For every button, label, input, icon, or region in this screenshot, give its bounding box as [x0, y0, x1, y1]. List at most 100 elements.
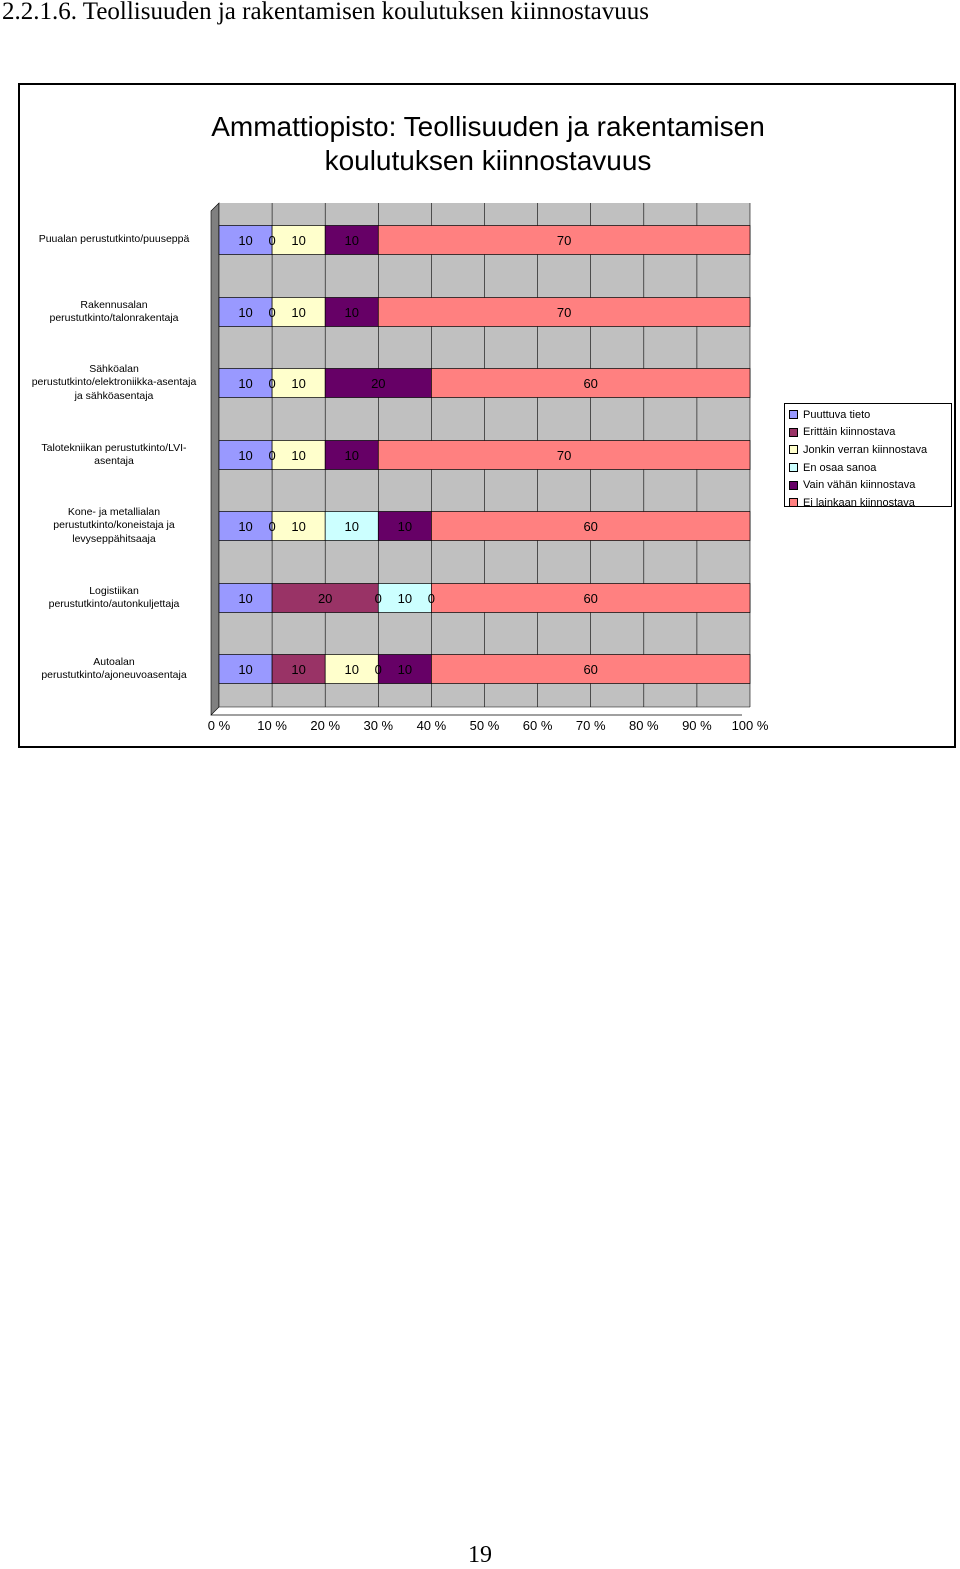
data-label: 70 [557, 305, 571, 320]
data-label: 10 [238, 662, 252, 677]
legend-label: Ei lainkaan kiinnostava [803, 496, 915, 509]
data-label: 20 [371, 376, 385, 391]
category-label-line: perustutkinto/ajoneuvoasentaja [41, 669, 187, 681]
category-label: Rakennusalan perustutkinto/talonrakentaja [16, 299, 212, 326]
legend-label: En osaa sanoa [803, 461, 877, 474]
data-label: 10 [291, 519, 305, 534]
x-tick-label: 0 % [208, 718, 231, 733]
x-tick-label: 30 % [363, 718, 393, 733]
category-label: Talotekniikan perustutkinto/LVI-asentaja [16, 442, 212, 469]
data-label: 0 [268, 448, 275, 463]
bar-segment [377, 583, 432, 613]
category-label-line: ja sähköasentaja [74, 389, 154, 402]
data-label: 0 [428, 591, 435, 606]
data-label: 10 [238, 591, 252, 606]
bar-segment [431, 654, 751, 684]
category-label-line: perustutkinto/koneistaja ja [53, 519, 175, 532]
bar-segment [324, 297, 379, 327]
x-tick-label: 80 % [629, 718, 659, 733]
category-label-line: Kone- ja metallialan [67, 505, 161, 518]
legend-item: Jonkin verran kiinnostava [789, 441, 951, 459]
category-label-line: levyseppähitsaaja [72, 532, 156, 545]
category-label-line: Sähköalan [89, 362, 139, 375]
x-tick-label: 70 % [576, 718, 606, 733]
bar-segment [324, 225, 379, 255]
x-tick-label: 50 % [470, 718, 500, 733]
x-tick-label: 60 % [523, 718, 553, 733]
legend-swatch [789, 463, 798, 473]
bar-segment [324, 511, 379, 541]
data-label: 10 [238, 305, 252, 320]
legend-item: Puuttuva tieto [789, 406, 951, 424]
data-label: 10 [345, 448, 359, 463]
bar-segment [377, 654, 432, 684]
legend-label: Erittäin kiinnostava [803, 426, 896, 439]
section-heading: 2.2.1.6. Teollisuuden ja rakentamisen ko… [2, 0, 650, 25]
x-tick-label: 40 % [417, 718, 447, 733]
category-label: Puualan perustutkinto/puuseppä [16, 233, 212, 247]
legend-swatch [789, 410, 798, 420]
data-label: 0 [268, 376, 275, 391]
data-label: 60 [583, 591, 597, 606]
data-label: 0 [268, 233, 275, 248]
legend-swatch [789, 427, 798, 437]
chart-title-line-2: koulutuksen kiinnostavuus [324, 145, 652, 176]
plot-side-wall [210, 202, 220, 716]
chart-title: Ammattiopisto: Teollisuuden ja rakentami… [150, 110, 826, 178]
legend-swatch [789, 498, 798, 508]
data-label: 10 [238, 376, 252, 391]
chart-legend: Puuttuva tieto Erittäin kiinnostava Jonkin… [784, 403, 952, 509]
data-label: 10 [398, 591, 412, 606]
data-label: 10 [398, 662, 412, 677]
data-label: 10 [291, 448, 305, 463]
data-label: 10 [291, 233, 305, 248]
data-label: 70 [557, 233, 571, 248]
legend-label: Vain vähän kiinnostava [803, 479, 916, 492]
x-tick-label: 90 % [682, 718, 712, 733]
bar-segment [377, 440, 751, 470]
legend-item: En osaa sanoa [789, 459, 951, 477]
x-tick-label: 20 % [310, 718, 340, 733]
legend-item: Vain vähän kiinnostava [789, 476, 951, 494]
data-label: 0 [375, 591, 382, 606]
legend-swatch [789, 445, 798, 455]
legend-item: Erittäin kiinnostava [789, 424, 951, 442]
bar-segment [377, 225, 751, 255]
category-label-line: Puualan perustutkinto/puuseppä [38, 233, 190, 246]
data-label: 10 [291, 376, 305, 391]
bar-segment [271, 368, 326, 398]
legend-swatch [789, 480, 798, 490]
bar-segment [431, 511, 751, 541]
category-label-line: perustutkinto/elektroniikka-asentaja [31, 376, 197, 389]
chart-title-line-1: Ammattiopisto: Teollisuuden ja rakentami… [211, 111, 765, 142]
category-label: Kone- ja metallialan perustutkinto/koneis… [16, 506, 212, 547]
data-label: 10 [238, 448, 252, 463]
bar-segment [218, 511, 273, 541]
bar-segment [431, 368, 751, 398]
data-label: 10 [345, 519, 359, 534]
category-label-line: asentaja [94, 455, 134, 467]
data-label: 10 [291, 305, 305, 320]
data-label: 70 [557, 448, 571, 463]
data-label: 10 [345, 662, 359, 677]
x-tick-label: 10 % [257, 718, 287, 733]
bar-segment [271, 583, 379, 613]
data-label: 0 [268, 519, 275, 534]
legend-item: Ei lainkaan kiinnostava [789, 494, 951, 512]
data-label: 0 [375, 662, 382, 677]
bar-segment [431, 583, 751, 613]
bar-segment [271, 654, 326, 684]
bar-segment [324, 440, 379, 470]
data-label: 20 [318, 591, 332, 606]
bar-segment [271, 440, 326, 470]
x-tick-label: 100 % [732, 718, 769, 733]
bar-segment [271, 225, 326, 255]
data-label: 10 [345, 233, 359, 248]
category-label: Sähköalan perustutkinto/elektroniikka-ase… [16, 363, 212, 404]
data-label: 60 [583, 519, 597, 534]
legend-label: Jonkin verran kiinnostava [803, 443, 928, 456]
data-label: 10 [238, 519, 252, 534]
legend-label: Puuttuva tieto [803, 408, 871, 421]
bar-segment [324, 368, 432, 398]
category-label: Logistiikan perustutkinto/autonkuljettaja [16, 585, 212, 612]
